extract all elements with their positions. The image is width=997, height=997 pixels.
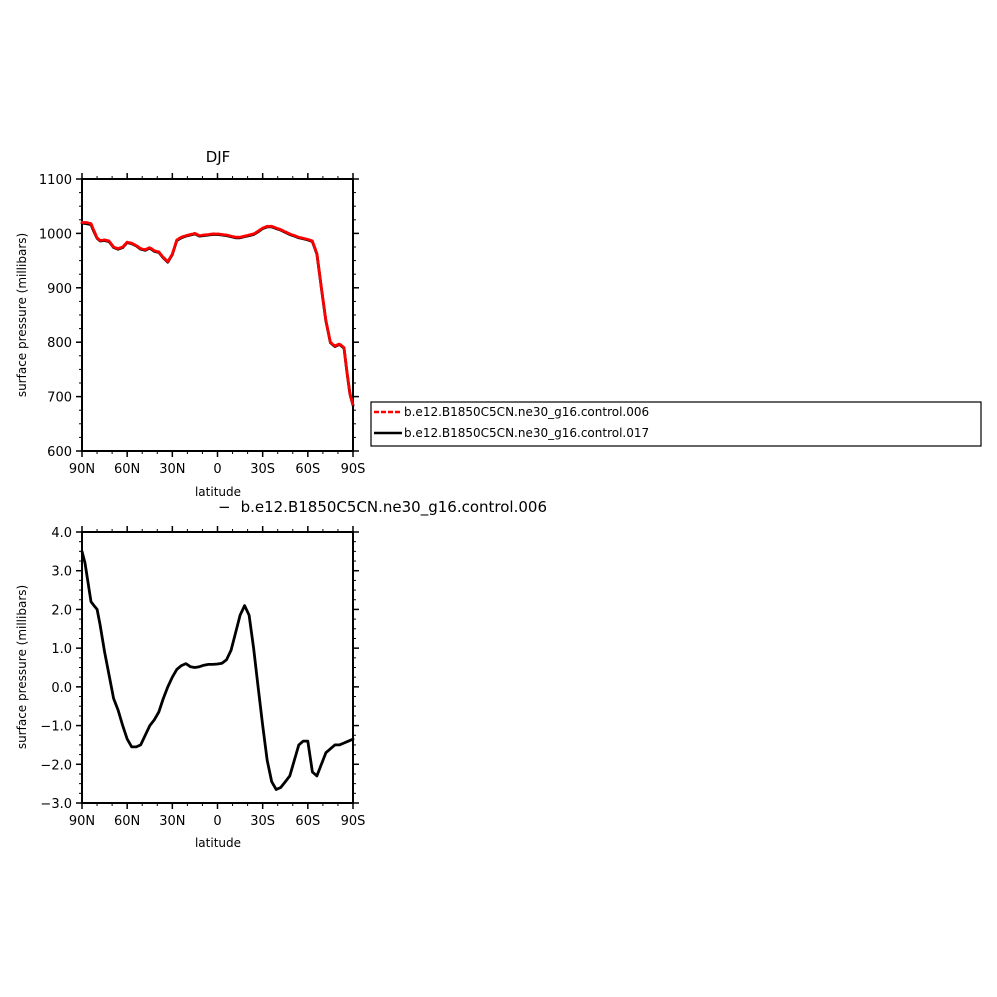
top-x-axis-label: latitude [195, 485, 241, 499]
legend: b.e12.B1850C5CN.ne30_g16.control.006 b.e… [370, 401, 982, 447]
legend-entry-2: b.e12.B1850C5CN.ne30_g16.control.017 [404, 426, 649, 440]
x-tick-label: 90N [69, 814, 95, 829]
x-tick-label: 90N [69, 462, 95, 477]
y-tick-label: 1100 [39, 173, 72, 188]
bottom-panel: − b.e12.B1850C5CN.ne30_g16.control.006 90… [15, 498, 547, 850]
x-tick-label: 30N [159, 814, 185, 829]
legend-entry-1: b.e12.B1850C5CN.ne30_g16.control.006 [404, 405, 649, 419]
bottom-y-axis-label: surface pressure (millibars) [15, 585, 29, 749]
top-plot-area: 90N 60N 30N 0 30S 60S 90S 600 700 800 900 1000 1100 [39, 173, 365, 477]
x-tick-label: 30S [250, 462, 275, 477]
top-y-axis-label: surface pressure (millibars) [15, 233, 29, 397]
legend-box [370, 401, 982, 447]
x-tick-label: 30S [250, 814, 275, 829]
series-line-1-0 [80, 550, 355, 791]
bottom-panel-title: − b.e12.B1850C5CN.ne30_g16.control.006 [218, 498, 547, 517]
bottom-title-prefix: − [218, 498, 231, 516]
y-tick-label: 700 [47, 391, 72, 406]
series-line-0-0 [80, 221, 355, 407]
bottom-plot-area: 90N 60N 30N 0 30S 60S 90S −3.0 −2.0 −1.0 0.0 1.0 2.0… [40, 526, 365, 829]
x-tick-label: 30N [159, 462, 185, 477]
y-tick-label: 1000 [39, 227, 72, 242]
y-tick-label: −3.0 [40, 797, 72, 812]
x-tick-label: 60N [114, 814, 140, 829]
y-tick-label: −2.0 [40, 758, 72, 773]
y-tick-label: 4.0 [51, 526, 72, 541]
x-tick-label: 60S [295, 814, 320, 829]
y-tick-label: 3.0 [51, 565, 72, 580]
top-panel-title: DJF [206, 148, 231, 166]
x-tick-label: 60S [295, 462, 320, 477]
bottom-x-axis-label: latitude [195, 836, 241, 850]
y-tick-label: −1.0 [40, 720, 72, 735]
y-tick-label: 1.0 [51, 642, 72, 657]
x-tick-label: 0 [213, 462, 221, 477]
y-tick-label: 0.0 [51, 681, 72, 696]
y-tick-label: 800 [47, 336, 72, 351]
top-panel: DJF 90N 60N 30N 0 30S 60S 90S 600 700 800 900 1000 1… [15, 148, 365, 499]
bottom-title-text: b.e12.B1850C5CN.ne30_g16.control.006 [241, 498, 547, 517]
y-tick-label: 900 [47, 282, 72, 297]
x-tick-label: 0 [213, 814, 221, 829]
x-tick-label: 90S [341, 462, 366, 477]
y-tick-label: 2.0 [51, 603, 72, 618]
x-tick-label: 90S [341, 814, 366, 829]
x-tick-label: 60N [114, 462, 140, 477]
y-tick-label: 600 [47, 445, 72, 460]
